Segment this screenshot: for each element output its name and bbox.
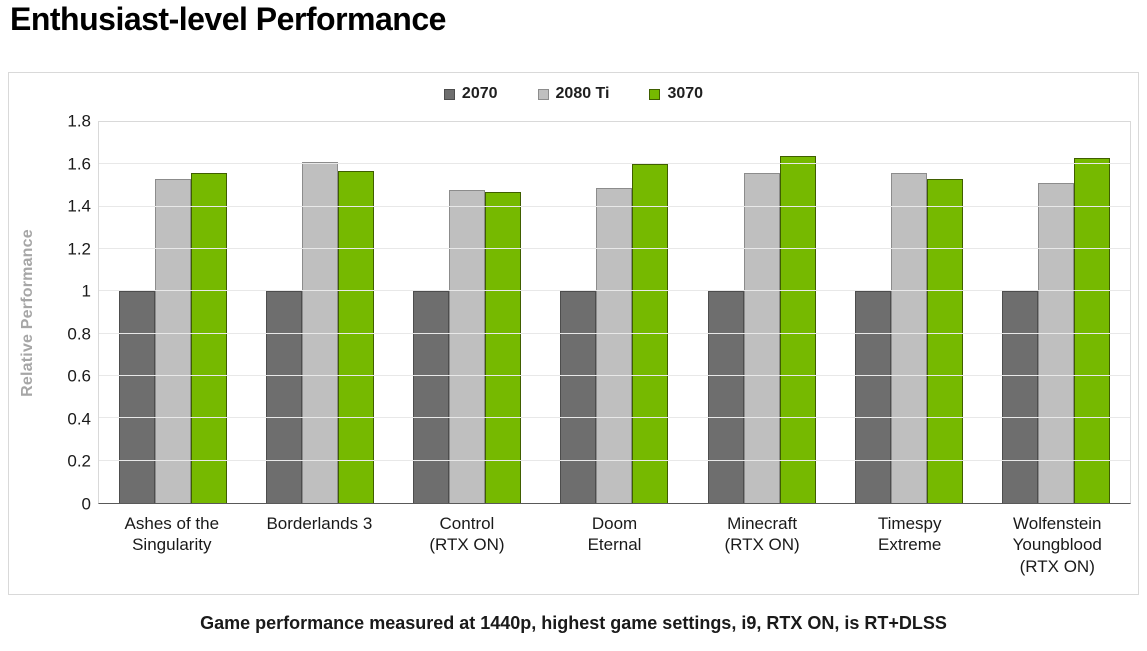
bar-2080-ti [449,189,486,503]
plot-area [98,121,1131,504]
bar-group [246,122,393,503]
gridline [99,332,1130,334]
gridline [99,459,1130,461]
bar-3070 [779,155,816,503]
footer-note: Game performance measured at 1440p, high… [200,613,947,633]
bar-3070 [1074,157,1111,503]
tick-label: 1.2 [67,239,91,259]
tick-label: 0 [81,494,91,514]
page-title: Enthusiast-level Performance [10,1,446,37]
bar-group [983,122,1130,503]
tick-label: 1.4 [67,196,91,216]
bar-2070 [855,291,892,503]
gridline [99,417,1130,419]
bar-3070 [190,172,227,503]
bar-2070 [1002,291,1039,503]
bar-2070 [413,291,450,503]
legend: 2070 2080 Ti 3070 [9,85,1138,103]
bar-2080-ti [154,179,191,503]
legend-item-2080-ti: 2080 Ti [537,85,610,103]
tick-label: 1 [81,281,91,301]
category-label: Minecraft (RTX ON) [724,514,800,555]
bar-2080-ti [743,172,780,503]
tick-label: 0.2 [67,451,91,471]
category-label: Timespy Extreme [877,514,942,555]
bar-2080-ti [301,162,338,503]
gridline [99,290,1130,292]
legend-item-3070: 3070 [649,85,703,103]
bar-2080-ti [891,172,928,503]
chart-card: 2070 2080 Ti 3070 Relative Performance 0… [8,72,1139,595]
bar-3070 [337,170,374,503]
tick-label: 0.8 [67,324,91,344]
bar-groups [99,122,1130,503]
category-label: Doom Eternal [587,514,642,555]
gridline [99,163,1130,165]
bar-2070 [707,291,744,503]
bar-2070 [560,291,597,503]
legend-swatch-2080-ti [537,88,549,100]
tick-label: 0.4 [67,409,91,429]
bar-2080-ti [596,187,633,503]
legend-label-3070: 3070 [667,85,704,102]
bar-group [394,122,541,503]
x-axis-labels: Ashes of the Singularity Borderlands 3 Con… [98,513,1131,577]
category-label: Wolfenstein Youngblood (RTX ON) [1012,514,1102,576]
legend-label-2080-ti: 2080 Ti [555,85,610,102]
bar-group [835,122,982,503]
y-axis-ticks: 0 0.2 0.4 0.6 0.8 1 1.2 1.4 1.6 1.8 [39,113,91,513]
gridline [99,248,1130,249]
bar-3070 [632,164,669,503]
bar-3070 [927,179,964,503]
tick-label: 1.8 [67,111,91,131]
bar-2080-ti [1038,183,1075,503]
legend-swatch-2070 [443,88,455,100]
bar-group [541,122,688,503]
gridline [99,375,1130,376]
legend-item-2070: 2070 [443,85,498,103]
y-axis-title: Relative Performance [19,228,37,397]
legend-label-2070: 2070 [461,85,498,102]
category-label: Control (RTX ON) [429,514,505,555]
bar-group [99,122,246,503]
bar-2070 [265,291,302,503]
gridline [99,205,1130,207]
legend-swatch-3070 [649,88,661,100]
tick-label: 1.6 [67,154,91,174]
bar-group [688,122,835,503]
bar-3070 [485,191,522,503]
category-label: Ashes of the Singularity [124,514,220,555]
bar-2070 [118,291,155,503]
category-label: Borderlands 3 [266,514,373,533]
tick-label: 0.6 [67,366,91,386]
